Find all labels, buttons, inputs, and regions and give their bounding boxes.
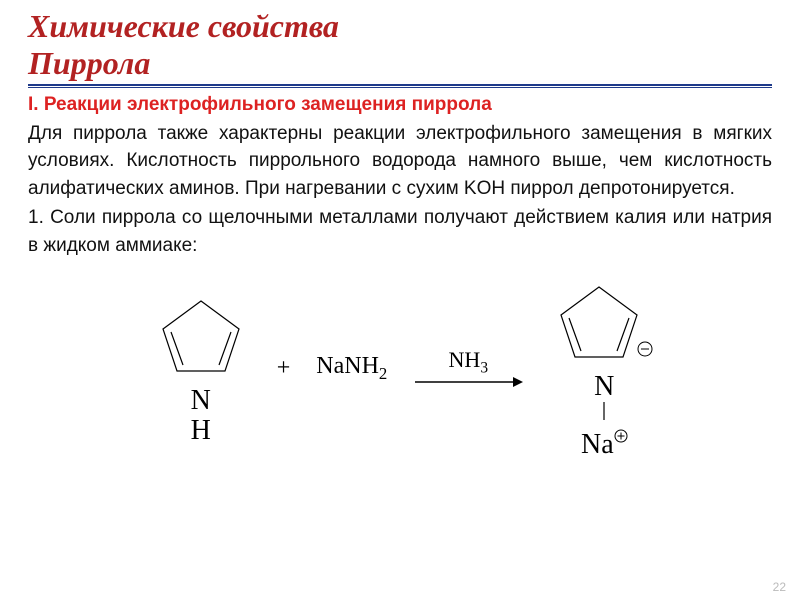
plus-sign: + bbox=[277, 355, 291, 382]
pyrrolide-ring-icon bbox=[549, 277, 659, 367]
slide-title: Химические свойства Пиррола bbox=[28, 8, 772, 82]
counterion-text: Na bbox=[581, 429, 614, 460]
reagent-sub: 2 bbox=[379, 364, 387, 383]
section-heading: I. Реакции электрофильного замещения пир… bbox=[28, 94, 772, 116]
arrow-cond-text: NH bbox=[449, 347, 481, 372]
reaction-arrow: NH3 bbox=[413, 347, 523, 389]
title-line2: Пиррола bbox=[28, 45, 150, 81]
reaction-scheme: N H + NaNH2 NH3 bbox=[28, 277, 772, 459]
plus-charge-icon bbox=[614, 429, 628, 443]
product-n-label: N Na bbox=[549, 372, 659, 459]
bond-line-icon bbox=[602, 402, 606, 420]
atom-h: H bbox=[191, 415, 211, 446]
paragraph-main: Для пиррола также характерны реакции эле… bbox=[28, 120, 772, 203]
product-atom-n: N bbox=[594, 371, 614, 402]
pyrrole-n-label: N H bbox=[151, 386, 251, 445]
product-pyrrolide: N Na bbox=[549, 277, 659, 459]
reagent-text: NaNH bbox=[316, 353, 379, 379]
pyrrole-ring-icon bbox=[151, 291, 251, 381]
arrow-icon bbox=[413, 374, 523, 390]
counterion: Na bbox=[581, 429, 628, 460]
page-number: 22 bbox=[773, 580, 786, 594]
list-item-1: 1. Соли пиррола со щелочными металлами п… bbox=[28, 204, 772, 259]
title-underline bbox=[28, 84, 772, 88]
body-text: Для пиррола также характерны реакции эле… bbox=[28, 120, 772, 260]
title-line1: Химические свойства bbox=[28, 8, 339, 44]
reactant-pyrrole: N H bbox=[151, 291, 251, 445]
atom-n: N bbox=[191, 385, 211, 416]
reagent-nanh2: NaNH2 bbox=[316, 353, 387, 384]
